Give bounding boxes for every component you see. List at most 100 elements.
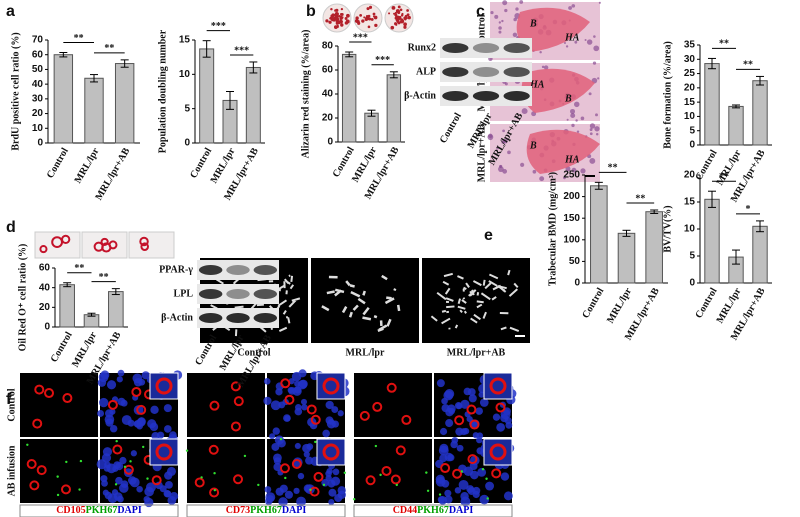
nucleus	[270, 400, 281, 411]
band-label: β-Actin	[404, 90, 436, 101]
nucleus	[444, 389, 455, 399]
blot-strip	[440, 38, 532, 58]
error-bar	[732, 104, 740, 109]
stain-dot	[340, 7, 344, 11]
stain-dot	[338, 15, 341, 18]
red-cell	[495, 402, 506, 413]
nucleus	[127, 476, 137, 485]
blot-band	[472, 91, 500, 101]
blot-band	[503, 91, 530, 101]
inset-cell	[489, 377, 507, 395]
panel-label: d	[6, 219, 16, 236]
cell	[595, 113, 598, 117]
histology-label: B	[564, 93, 572, 104]
green-dot	[114, 483, 118, 486]
histology-row-label: MRL/lpr+AB	[476, 123, 487, 182]
nucleus	[469, 470, 479, 480]
y-tick-label: 40	[322, 89, 334, 100]
oilred-cell	[139, 236, 149, 247]
stain-name: PKH67	[250, 505, 282, 516]
blot-band	[226, 313, 250, 323]
cell	[566, 118, 569, 121]
bar	[245, 66, 261, 144]
bar	[590, 185, 608, 284]
green-dot	[481, 468, 485, 471]
nucleus	[163, 404, 172, 413]
inset	[316, 438, 346, 466]
panel-label: f	[6, 391, 12, 408]
stain-dot	[340, 20, 343, 24]
oilred-cell	[39, 245, 48, 254]
y-tick-label: 150	[563, 213, 580, 224]
band-label: LPL	[174, 288, 194, 299]
cell	[503, 138, 508, 144]
blot-band	[198, 265, 223, 275]
error-bar	[345, 51, 354, 58]
stain-name: CD105	[56, 505, 85, 516]
y-tick-label: 0	[44, 322, 50, 333]
caption-box	[19, 504, 179, 517]
stain-dot	[334, 12, 339, 16]
nucleus	[291, 371, 302, 382]
cell	[543, 65, 549, 70]
significance-label: ***	[353, 32, 368, 43]
stain-dot	[335, 16, 339, 20]
red-cell	[136, 404, 147, 415]
nucleus	[492, 413, 501, 421]
y-tick-label: 10	[32, 123, 44, 134]
fluorescence-image	[20, 373, 98, 437]
fluorescence-image	[187, 439, 265, 503]
cell	[580, 168, 586, 174]
nucleus	[298, 379, 308, 389]
fluorescence-image	[20, 439, 98, 503]
nucleus	[447, 404, 456, 414]
red-cell	[309, 486, 320, 497]
panel-label: c	[476, 3, 485, 20]
histology-label: HA	[529, 79, 545, 90]
inset	[483, 438, 513, 466]
nucleus	[144, 486, 154, 497]
cell	[574, 40, 578, 44]
error-bar	[226, 91, 234, 110]
y-tick-label: 80	[322, 41, 334, 52]
fluorescence-image	[354, 439, 432, 503]
cell	[502, 0, 508, 6]
red-cell	[291, 458, 302, 469]
nucleus	[454, 487, 462, 494]
y-tick-label: 100	[563, 234, 580, 245]
bar	[704, 63, 720, 146]
stain-dot	[397, 16, 401, 20]
blot-strip	[197, 260, 279, 280]
red-cell	[395, 445, 406, 456]
nucleus	[120, 480, 129, 488]
error-bar	[120, 59, 129, 68]
nucleus	[136, 417, 146, 427]
green-dot	[379, 473, 382, 477]
nucleus	[476, 436, 483, 444]
stain-caption: CD44PKH67DAPI	[393, 505, 474, 516]
nucleus	[263, 378, 271, 385]
nucleus	[479, 494, 490, 505]
fluorescence-image	[354, 373, 432, 437]
red-cell	[280, 378, 291, 389]
nucleus	[328, 498, 335, 506]
nucleus	[156, 431, 165, 439]
nucleus	[294, 442, 301, 450]
nucleus	[115, 476, 123, 485]
y-tick-label: 0	[327, 137, 333, 148]
green-dot	[374, 444, 378, 448]
green-dot	[213, 471, 216, 475]
blot-band	[442, 43, 469, 53]
nucleus	[460, 399, 470, 409]
nucleus	[436, 379, 445, 388]
stain-dot	[363, 16, 366, 19]
nucleus	[165, 480, 173, 489]
red-cell	[209, 487, 220, 498]
nucleus	[326, 467, 333, 475]
inset-cell	[155, 443, 173, 461]
blot-band	[472, 67, 500, 77]
y-tick-label: 20	[39, 302, 51, 313]
nucleus	[264, 486, 272, 493]
cell	[580, 116, 585, 121]
stain-dot	[372, 15, 376, 18]
